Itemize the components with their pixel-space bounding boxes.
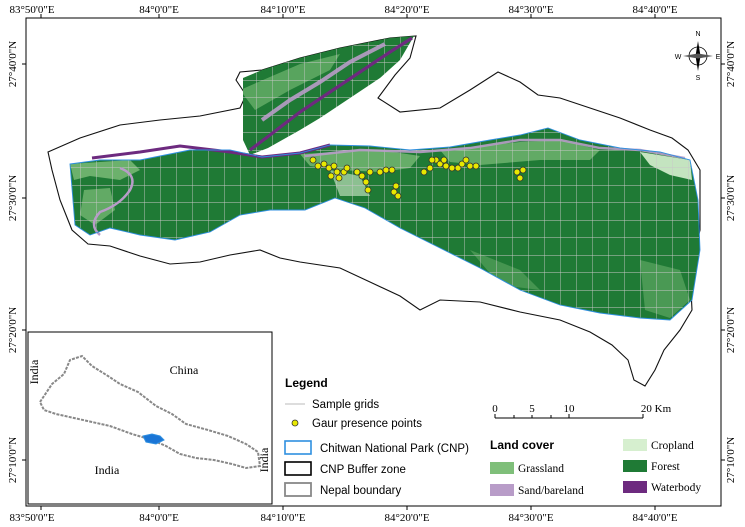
landcover-sand: Sand/bareland bbox=[518, 485, 584, 497]
landcover-waterbody: Waterbody bbox=[651, 482, 701, 494]
coord-left-1: 27°30'0"N bbox=[7, 175, 19, 221]
landcover-title: Land cover bbox=[490, 438, 554, 452]
coord-bottom-1: 84°0'0"E bbox=[139, 512, 179, 524]
river-west-waterbody bbox=[92, 166, 134, 236]
coord-right-0: 27°40'0"N bbox=[725, 41, 737, 87]
nepal-swatch bbox=[284, 482, 312, 497]
legend-gaur: Gaur presence points bbox=[312, 418, 422, 430]
coord-top-5: 84°40'0"E bbox=[632, 4, 677, 16]
coord-bottom-5: 84°40'0"E bbox=[632, 512, 677, 524]
river-north-waterbody bbox=[249, 36, 413, 152]
coord-top-4: 84°30'0"E bbox=[508, 4, 553, 16]
nepal-boundary bbox=[38, 354, 262, 470]
coord-bottom-2: 84°10'0"E bbox=[260, 512, 305, 524]
legend-nepal: Nepal boundary bbox=[320, 485, 401, 497]
compass-w: W bbox=[675, 54, 682, 61]
inset-label-china: China bbox=[170, 363, 199, 377]
rapti-river-sand bbox=[304, 138, 686, 160]
sand-swatch bbox=[490, 484, 514, 496]
cnp-boundary bbox=[69, 127, 701, 321]
coord-bottom-3: 84°20'0"E bbox=[384, 512, 429, 524]
legend-cnp: Chitwan National Park (CNP) bbox=[320, 443, 469, 455]
coord-right-1: 27°30'0"N bbox=[725, 175, 737, 221]
scale-tick-10: 10 bbox=[564, 403, 576, 415]
inset-label-india-right: India bbox=[257, 447, 271, 472]
landcover-grassland: Grassland bbox=[518, 463, 564, 475]
cnp-inset-location bbox=[142, 433, 165, 445]
landcover-cropland: Cropland bbox=[651, 440, 694, 452]
north-arrow-icon bbox=[683, 41, 713, 71]
inset-label-india-bottom: India bbox=[95, 463, 120, 477]
compass-s: S bbox=[696, 75, 701, 82]
scale-tick-20: 20 Km bbox=[641, 403, 672, 415]
coord-top-2: 84°10'0"E bbox=[260, 4, 305, 16]
legend-buffer: CNP Buffer zone bbox=[320, 464, 406, 476]
cropland-swatch bbox=[623, 439, 647, 451]
scale-tick-5: 5 bbox=[529, 403, 535, 415]
coord-left-3: 27°10'0"N bbox=[7, 437, 19, 483]
inset-label-india-left: India bbox=[27, 359, 41, 384]
frame-ticks bbox=[22, 14, 725, 510]
waterbody-swatch bbox=[623, 481, 647, 493]
coord-top-1: 84°0'0"E bbox=[139, 4, 179, 16]
compass-n: N bbox=[695, 31, 700, 38]
coord-top-3: 84°20'0"E bbox=[384, 4, 429, 16]
grassland-swatch bbox=[490, 462, 514, 474]
coord-right-2: 27°20'0"N bbox=[725, 307, 737, 353]
coord-left-0: 27°40'0"N bbox=[7, 41, 19, 87]
gaur-presence-points bbox=[309, 156, 527, 200]
coord-left-2: 27°20'0"N bbox=[7, 307, 19, 353]
legend-title: Legend bbox=[285, 376, 328, 390]
coord-right-3: 27°10'0"N bbox=[725, 437, 737, 483]
landcover-forest: Forest bbox=[651, 461, 681, 473]
coord-bottom-0: 83°50'0"E bbox=[9, 512, 54, 524]
coord-top-0: 83°50'0"E bbox=[9, 4, 54, 16]
compass-e: E bbox=[716, 54, 721, 61]
gaur-point-swatch bbox=[291, 419, 299, 427]
buffer-swatch bbox=[284, 461, 312, 476]
scale-tick-0: 0 bbox=[492, 403, 498, 415]
coord-bottom-4: 84°30'0"E bbox=[508, 512, 553, 524]
forest-swatch bbox=[623, 460, 647, 472]
sand-bareland-north bbox=[260, 42, 386, 122]
legend-sample-grids: Sample grids bbox=[312, 399, 379, 411]
scale-bar bbox=[494, 414, 644, 419]
cnp-swatch bbox=[284, 440, 312, 455]
